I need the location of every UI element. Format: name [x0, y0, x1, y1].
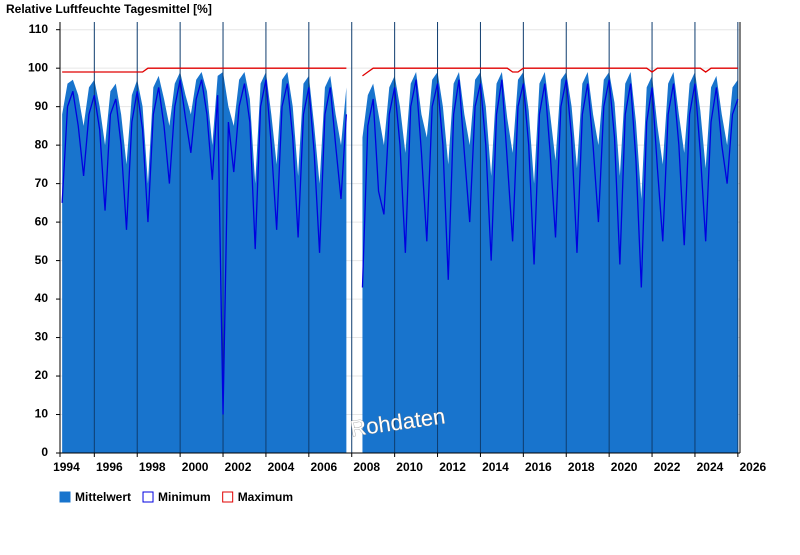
y-tick-label: 0: [41, 445, 48, 459]
legend-swatch: [142, 491, 154, 503]
legend-swatch: [222, 491, 234, 503]
chart-title: Relative Luftfeuchte Tagesmittel [%]: [6, 2, 212, 16]
y-tick-label: 50: [35, 253, 49, 267]
legend-label: Minimum: [158, 490, 211, 504]
y-tick-label: 100: [28, 60, 48, 74]
y-tick-label: 110: [29, 22, 49, 36]
y-tick-label: 70: [35, 176, 49, 190]
y-tick-label: 20: [35, 368, 49, 382]
x-tick-label: 2020: [611, 460, 638, 474]
maximum-line: [62, 67, 738, 77]
legend-label: Mittelwert: [75, 490, 131, 504]
mean-area: [62, 72, 738, 453]
x-tick-label: 2014: [482, 460, 509, 474]
y-tick-label: 40: [35, 291, 49, 305]
x-tick-label: 2026: [740, 460, 767, 474]
x-tick-label: 1994: [53, 460, 80, 474]
minimum-line: [61, 79, 739, 415]
x-tick-label: 1998: [139, 460, 166, 474]
x-tick-label: 2008: [353, 460, 380, 474]
y-tick-label: 60: [35, 214, 49, 228]
x-tick-label: 1996: [96, 460, 123, 474]
x-tick-label: 2002: [225, 460, 252, 474]
x-tick-label: 2022: [654, 460, 681, 474]
y-tick-label: 90: [35, 99, 49, 113]
legend-item: Minimum: [142, 490, 211, 504]
legend-swatch: [59, 491, 71, 503]
legend-item: Maximum: [222, 490, 293, 504]
legend-label: Maximum: [238, 490, 293, 504]
y-tick-label: 10: [35, 407, 49, 421]
y-tick-label: 80: [35, 137, 49, 151]
x-tick-label: 2018: [568, 460, 595, 474]
x-tick-label: 2016: [525, 460, 552, 474]
x-tick-label: 2006: [310, 460, 337, 474]
y-tick-label: 30: [35, 330, 49, 344]
x-tick-label: 2004: [268, 460, 295, 474]
legend-item: Mittelwert: [59, 490, 131, 504]
x-tick-label: 2000: [182, 460, 209, 474]
x-tick-label: 2010: [396, 460, 423, 474]
x-tick-label: 2012: [439, 460, 466, 474]
x-tick-label: 2024: [697, 460, 724, 474]
